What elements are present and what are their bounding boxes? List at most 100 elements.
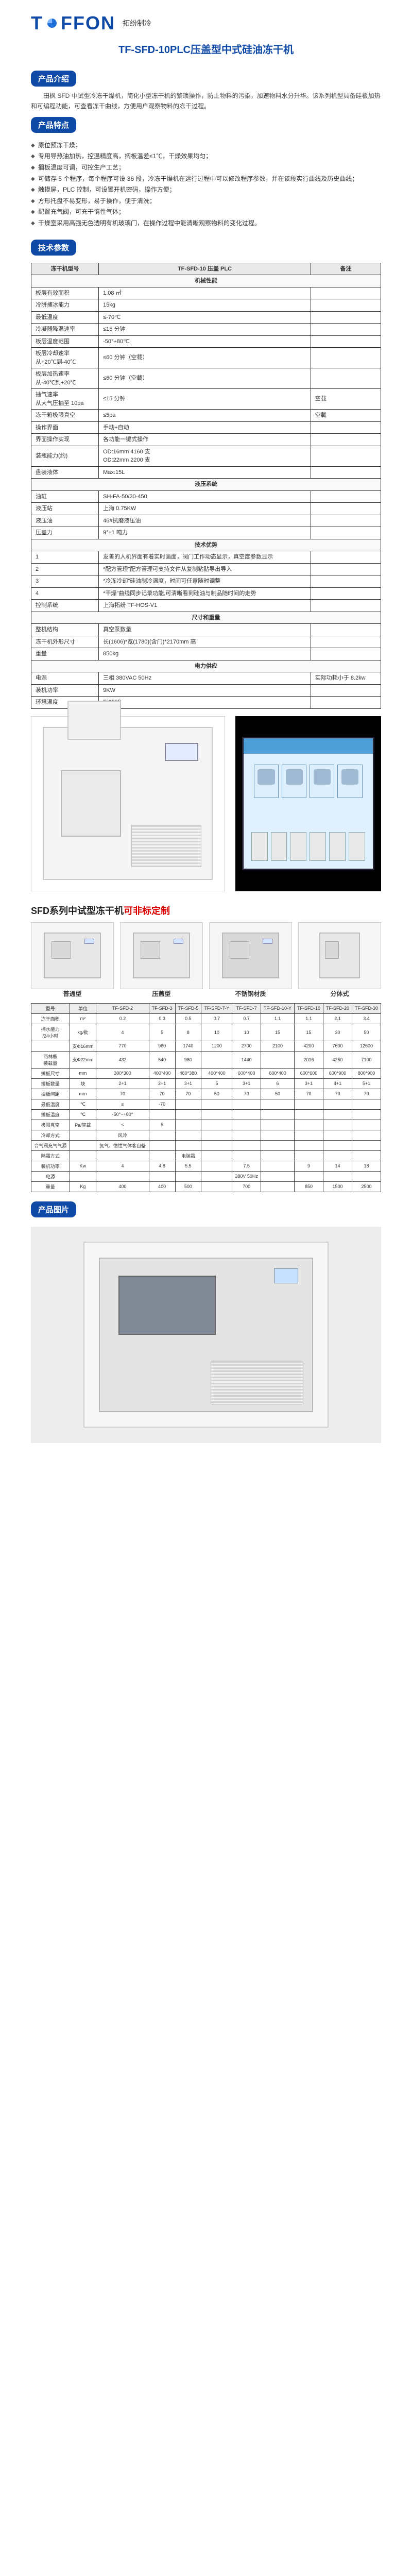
grid-cell: 搁板数量 [31, 1078, 70, 1089]
grid-cell: Kw [70, 1161, 96, 1171]
grid-cell: 冷却方式 [31, 1130, 70, 1140]
grid-cell: 0.2 [96, 1013, 149, 1024]
spec-h0: 冻干机型号 [31, 263, 99, 275]
spec-cell: 重量 [31, 648, 99, 660]
spec-cell [311, 335, 381, 348]
grid-cell: 960 [149, 1041, 175, 1051]
grid-header: TF-SFD-30 [352, 1003, 381, 1013]
grid-cell: 600*400 [261, 1068, 294, 1078]
grid-cell: 0.3 [149, 1013, 175, 1024]
grid-cell: 3.4 [352, 1013, 381, 1024]
spec-cell: 冷阱捕冰能力 [31, 299, 99, 312]
grid-cell: 1200 [201, 1041, 232, 1051]
grid-cell: 540 [149, 1051, 175, 1068]
spec-cell: 实际功耗小于 8.2kw [311, 672, 381, 685]
grid-cell [175, 1130, 201, 1140]
section-photos: 产品图片 [31, 1201, 76, 1217]
grid-cell [261, 1120, 294, 1130]
grid-cell: ≤ [96, 1120, 149, 1130]
grid-cell: 支Ф22mm [70, 1051, 96, 1068]
grid-cell: 块 [70, 1078, 96, 1089]
spec-table: 冻干机型号 TF-SFD-10 压盖 PLC 备注 机械性能 板层有效面积1.0… [31, 263, 381, 709]
spec-cell: 空载 [311, 410, 381, 422]
feature-list: 原位预冻干燥； 专用导热油加热，控温精度高，搁板温差≤1℃，干燥效果均匀； 搁板… [31, 140, 381, 229]
grid-cell [295, 1130, 323, 1140]
grid-cell: 1.1 [295, 1013, 323, 1024]
grid-cell: 装机功率 [31, 1161, 70, 1171]
spec-cell: 上海拓纷 TF-HOS-V1 [99, 600, 311, 612]
grid-cell [295, 1120, 323, 1130]
grid-cell [201, 1130, 232, 1140]
grid-cell: 2100 [261, 1041, 294, 1051]
plc-screen-photo [235, 716, 382, 891]
grid-cell: 1440 [232, 1051, 261, 1068]
model-row: 普通型 压盖型 不锈钢材质 分体式 [31, 922, 381, 998]
grid-cell [352, 1099, 381, 1109]
grid-cell: 15 [295, 1024, 323, 1041]
spec-cell: 板层加热速率 从-40℃到+20℃ [31, 368, 99, 389]
logo-mark [47, 19, 57, 28]
spec-sec-mech: 机械性能 [31, 275, 381, 287]
spec-cell: 空载 [311, 389, 381, 410]
grid-cell [201, 1161, 232, 1171]
grid-cell: 搁板间距 [31, 1089, 70, 1099]
grid-cell [232, 1109, 261, 1120]
spec-cell [311, 636, 381, 648]
spec-cell: 冻干箱极限真空 [31, 410, 99, 422]
grid-cell: 70 [232, 1089, 261, 1099]
grid-cell: kg/批 [70, 1024, 96, 1041]
grid-cell: 7.5 [232, 1161, 261, 1171]
grid-cell [261, 1099, 294, 1109]
spec-cell: 真空泵数量 [99, 624, 311, 636]
spec-h2: 备注 [311, 263, 381, 275]
grid-cell: 支Ф16mm [70, 1041, 96, 1051]
grid-cell: mm [70, 1068, 96, 1078]
spec-cell: 友善的人机界面有着实时画面，阀门工作动态显示，真空度参数显示 [99, 551, 311, 564]
spec-cell: 装瓶能力(约) [31, 446, 99, 466]
spec-cell: 9°±1 吨力 [99, 527, 311, 539]
grid-cell: 7600 [323, 1041, 352, 1051]
spec-cell: 整机结构 [31, 624, 99, 636]
spec-cell: 上海 0.75KW [99, 503, 311, 515]
spec-cell: Max:15L [99, 466, 311, 479]
spec-cell: 2 [31, 563, 99, 575]
grid-cell: 432 [96, 1051, 149, 1068]
model-label: 压盖型 [120, 989, 203, 998]
spec-cell: 各功能一键式操作 [99, 434, 311, 446]
feature-item: 方形托盘不易变形，易于操作，便于清洗； [31, 196, 381, 207]
spec-cell [311, 600, 381, 612]
spec-cell [311, 503, 381, 515]
spec-cell: 板层有效面积 [31, 287, 99, 299]
grid-cell: 50 [352, 1024, 381, 1041]
grid-cell: 4 [96, 1024, 149, 1041]
grid-cell [261, 1140, 294, 1150]
grid-cell: 极限真空 [31, 1120, 70, 1130]
grid-cell: 3+1 [295, 1078, 323, 1089]
grid-cell: 10 [201, 1024, 232, 1041]
spec-cell [311, 551, 381, 564]
grid-cell: 30 [323, 1024, 352, 1041]
grid-header: TF-SFD-7-Y [201, 1003, 232, 1013]
feature-item: 搁板温度可调，可控生产工艺； [31, 162, 381, 174]
spec-cell: 装机功率 [31, 684, 99, 697]
grid-cell [201, 1099, 232, 1109]
grid-cell [232, 1130, 261, 1140]
grid-cell: 600*600 [295, 1068, 323, 1078]
spec-cell: ≤60 分钟（空载） [99, 348, 311, 368]
grid-cell [323, 1171, 352, 1181]
grid-cell: 搁板温度 [31, 1109, 70, 1120]
grid-cell: 2+1 [96, 1078, 149, 1089]
spec-cell: 盘装液体 [31, 466, 99, 479]
grid-cell: 重量 [31, 1181, 70, 1192]
grid-cell: 捕水能力 /24小时 [31, 1024, 70, 1041]
grid-cell: 500 [175, 1181, 201, 1192]
grid-cell: 70 [352, 1089, 381, 1099]
grid-cell: 6 [261, 1078, 294, 1089]
grid-cell: 5.5 [175, 1161, 201, 1171]
grid-cell [201, 1109, 232, 1120]
feature-item: 干燥室采用高强无色透明有机玻璃门，在操作过程中能清晰观察物料的变化过程。 [31, 218, 381, 229]
spec-cell: 5°25℃ [99, 697, 311, 709]
grid-cell: 15 [261, 1024, 294, 1041]
spec-cell [311, 575, 381, 588]
grid-cell [323, 1150, 352, 1161]
